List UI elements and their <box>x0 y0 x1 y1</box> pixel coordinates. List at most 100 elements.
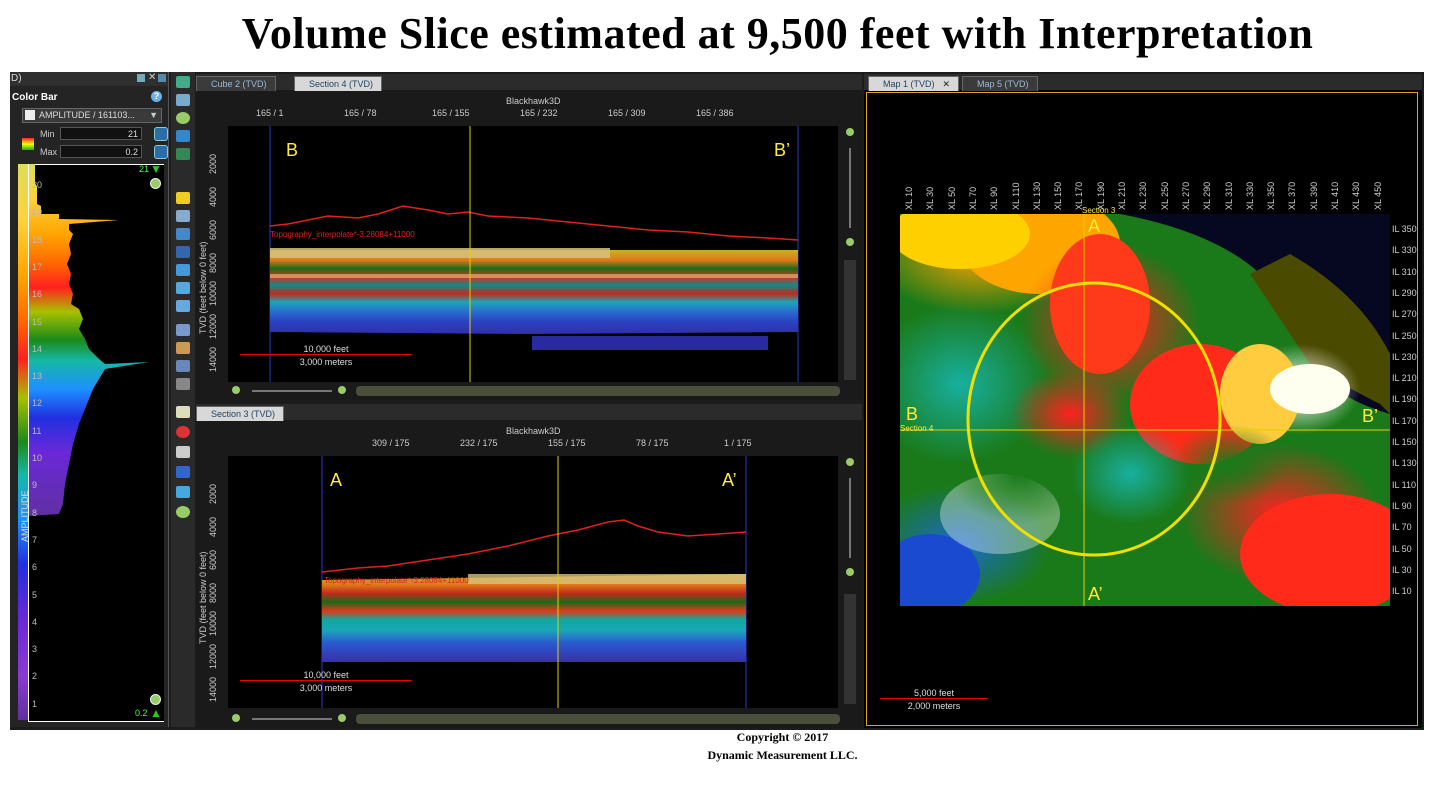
zoom-out-icon[interactable] <box>150 694 161 705</box>
depth-tick: 2000 <box>208 483 218 504</box>
map-frame <box>866 92 1418 726</box>
il-tick: IL 110 <box>1392 479 1417 490</box>
xl-tick: XL 30 <box>925 186 936 210</box>
upper-vzoom-out-icon[interactable] <box>846 238 854 246</box>
lower-zoom-slider[interactable] <box>252 718 332 720</box>
xl-tick: XL 350 <box>1266 181 1277 210</box>
top-axis-tick: 309 / 175 <box>372 438 410 448</box>
min-refresh-button[interactable] <box>154 127 168 141</box>
rotate-icon[interactable] <box>176 130 190 142</box>
upper-section-panel: Cube 2 (TVD) Section 4 (TVD) Blackhawk3D… <box>196 74 862 400</box>
document-icon[interactable] <box>176 446 190 458</box>
top-handle-icon[interactable]: ▼ <box>150 162 162 176</box>
color-ramp-icon <box>22 138 34 150</box>
lower-vzoom-in-icon[interactable] <box>846 458 854 466</box>
color-bar-tick: 17 <box>32 261 43 272</box>
max-input[interactable]: 0.2 <box>60 145 142 158</box>
color-bar-tick: 12 <box>32 398 43 409</box>
lower-tab-bar: Section 3 (TVD) <box>196 404 862 421</box>
upper-zoom-in-icon[interactable] <box>338 386 346 394</box>
pan-icon[interactable] <box>176 76 190 88</box>
zoom-icon[interactable] <box>176 112 190 124</box>
horizon-label: Topography_interpolate*-3.28084+11000 <box>270 230 415 239</box>
upper-zoom-out-icon[interactable] <box>232 386 240 394</box>
lower-vzoom-slider[interactable] <box>849 478 851 558</box>
lower-zoom-in-icon[interactable] <box>338 714 346 722</box>
xl-tick: XL 90 <box>989 186 1000 210</box>
transform-icon[interactable] <box>176 300 190 312</box>
upper-vzoom-in-icon[interactable] <box>846 128 854 136</box>
xl-tick: XL 310 <box>1223 181 1234 210</box>
depth-tick: 10000 <box>208 610 218 636</box>
lower-zoom-out-icon[interactable] <box>232 714 240 722</box>
bottom-handle-icon[interactable]: ▲ <box>150 706 162 720</box>
ruler-icon[interactable] <box>176 378 190 390</box>
layers-icon[interactable] <box>176 324 190 336</box>
tool-bar <box>171 72 195 727</box>
measure-icon[interactable] <box>176 360 190 372</box>
pick-icon[interactable] <box>176 210 190 222</box>
top-axis-tick: 165 / 232 <box>520 108 558 118</box>
tab-section-4[interactable]: Section 4 (TVD) <box>294 76 383 91</box>
color-bar-tick: 16 <box>32 289 43 300</box>
box-icon[interactable] <box>176 466 190 478</box>
maximize-icon[interactable] <box>158 74 166 82</box>
color-bar-tick: 4 <box>32 616 38 627</box>
upper-vzoom-slider[interactable] <box>849 148 851 228</box>
close-icon[interactable]: ✕ <box>148 72 157 83</box>
pin-icon[interactable] <box>137 74 145 82</box>
zoom-fit-icon[interactable] <box>176 506 190 518</box>
tab-section-3[interactable]: Section 3 (TVD) <box>196 406 285 421</box>
xl-tick: XL 210 <box>1117 181 1127 210</box>
draw-icon[interactable] <box>176 264 190 276</box>
tab-map-5[interactable]: Map 5 (TVD) <box>962 76 1038 91</box>
color-bar-tick: 2 <box>32 671 38 682</box>
lower-vzoom-out-icon[interactable] <box>846 568 854 576</box>
color-bar-tick: 14 <box>32 343 43 354</box>
upper-zoom-slider[interactable] <box>252 390 332 392</box>
amplitude-histogram <box>29 164 149 516</box>
upper-vertical-scrollbar[interactable] <box>844 260 856 380</box>
arrow-down-icon[interactable] <box>176 246 190 258</box>
lower-vertical-scrollbar[interactable] <box>844 594 856 704</box>
cross-section-icon[interactable] <box>176 342 190 354</box>
help-icon[interactable]: ? <box>151 91 162 102</box>
attribute-select[interactable]: AMPLITUDE / 161103... ▼ <box>22 108 162 123</box>
flip-icon[interactable] <box>176 148 190 160</box>
depth-tick: 4000 <box>208 186 218 207</box>
depth-tick: 10000 <box>208 280 218 306</box>
select-icon[interactable] <box>176 282 190 294</box>
top-axis-tick: 165 / 1 <box>256 108 284 118</box>
lower-section-start-label: A <box>330 470 343 490</box>
camera-icon[interactable] <box>176 486 190 498</box>
xl-tick: XL 70 <box>967 186 978 210</box>
tab-map-1[interactable]: Map 1 (TVD) ✕ <box>868 76 960 91</box>
color-bar-tick: 11 <box>32 425 42 436</box>
lower-horizontal-scrollbar[interactable] <box>356 714 840 724</box>
depth-tick: 14000 <box>208 676 218 702</box>
zoom-in-icon[interactable] <box>150 178 161 189</box>
map-label-b: B <box>906 404 919 424</box>
lower-horizon-label: Topography_interpolate*-3.28084+11000 <box>324 576 469 585</box>
il-tick: IL 170 <box>1392 415 1417 426</box>
tab-close-icon[interactable]: ✕ <box>942 79 951 89</box>
depth-tick: 8000 <box>208 252 218 273</box>
depth-tick: 8000 <box>208 582 218 603</box>
min-label: Min <box>40 129 55 139</box>
upper-horizontal-scrollbar[interactable] <box>356 386 840 396</box>
il-tick: IL 250 <box>1392 330 1417 341</box>
max-refresh-button[interactable] <box>154 145 168 159</box>
zoom-box-icon[interactable] <box>176 94 190 106</box>
highlight-icon[interactable] <box>176 192 190 204</box>
xl-tick: XL 230 <box>1138 181 1149 210</box>
map-canvas <box>900 214 1390 606</box>
frame-icon[interactable] <box>176 406 190 418</box>
tab-cube-2[interactable]: Cube 2 (TVD) <box>196 76 276 91</box>
arrow-right-icon[interactable] <box>176 228 190 240</box>
xl-tick: XL 390 <box>1308 181 1319 210</box>
scale-meters: 3,000 meters <box>299 357 353 367</box>
xl-tick: XL 370 <box>1287 181 1298 210</box>
map-label-section-3: Section 3 <box>1082 206 1116 215</box>
min-input[interactable]: 21 <box>60 127 142 140</box>
record-icon[interactable] <box>176 426 190 438</box>
